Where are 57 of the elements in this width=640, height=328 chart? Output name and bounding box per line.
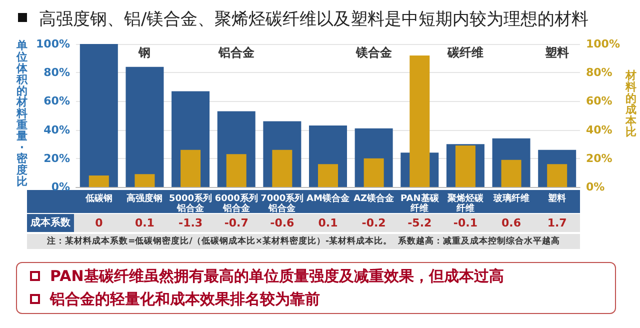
bar [226,154,246,187]
x-tick-label: 6000系列铝合金 [214,193,258,214]
x-tick-label: 7000系列铝合金 [260,193,304,214]
annotation: 铝合金 [217,46,256,60]
x-tick-label: PAN基碳纤维 [400,193,440,214]
bar [501,160,522,187]
text: 铝合金的轻量化和成本效果排名较为靠前 [49,290,320,308]
text: 单位体积的材料重量·密度比 [16,39,28,188]
y2-tick-label: 100% [586,38,620,50]
text: PAN基碳纤维虽然拥有最高的单位质量强度及减重效果，但成本过高 [50,267,504,285]
text: 0.6 [502,216,522,230]
x-tick-label: 高强度钢 [126,193,163,204]
y-tick-label: 0% [51,180,70,194]
bar [318,164,338,187]
x-tick-label: 低碳钢 [84,193,112,204]
text: -5.2 [408,216,432,230]
bar [272,150,292,187]
y-tick-label: 40% [44,123,70,136]
x-tick-label: 聚烯烃碳纤维 [446,193,484,214]
y2-tick-label: 0% [586,180,605,194]
text: -1.3 [178,216,203,230]
x-tick-label: 塑料 [547,193,566,204]
x-tick-label: AZ镁合金 [354,193,396,204]
text: 成本系数 [30,216,72,228]
text: 0 [95,216,104,230]
bar [88,176,109,187]
x-tick-label: AM镁合金 [306,193,350,204]
text: 0.1 [134,216,154,230]
y2-tick-label: 60% [586,94,612,108]
y-tick-label: 60% [44,94,70,108]
chart-title: 高强度钢、铝/镁合金、聚烯烃碳纤维以及塑料是中短期内较为理想的材料 [39,10,589,30]
y2-tick-label: 80% [586,66,612,80]
text: 注：某材料成本系数=低碳钢密度比/（低碳钢成本比×某材料密度比）-某材料成本比。 系数越高：减重及成本控制综合水平越高 [46,236,560,246]
y2-tick-label: 20% [586,152,612,165]
text: -0.1 [453,216,478,230]
bar [80,44,118,187]
text: -0.2 [362,216,386,230]
y2-tick-label: 40% [586,123,612,136]
text: -0.7 [224,216,248,230]
annotation: 塑料 [544,46,570,60]
text: 1.7 [547,216,567,230]
x-tick-label: 玻璃纤维 [492,193,530,204]
y-tick-label: 80% [44,66,70,80]
bar [364,158,384,187]
bar [126,66,164,187]
text: 0.1 [318,216,338,230]
annotation: 钢 [138,46,151,60]
bar [134,174,155,187]
text: -0.6 [270,216,295,230]
x-tick-label: 5000系列铝合金 [169,193,212,214]
y2-axis-title: 材料的成本比 [624,69,638,139]
bar [547,164,568,187]
annotation: 镁合金 [354,46,393,60]
annotation: 碳纤维 [446,46,484,60]
y-tick-label: 100% [36,38,70,50]
bar [180,150,201,187]
y-tick-label: 20% [44,152,70,165]
